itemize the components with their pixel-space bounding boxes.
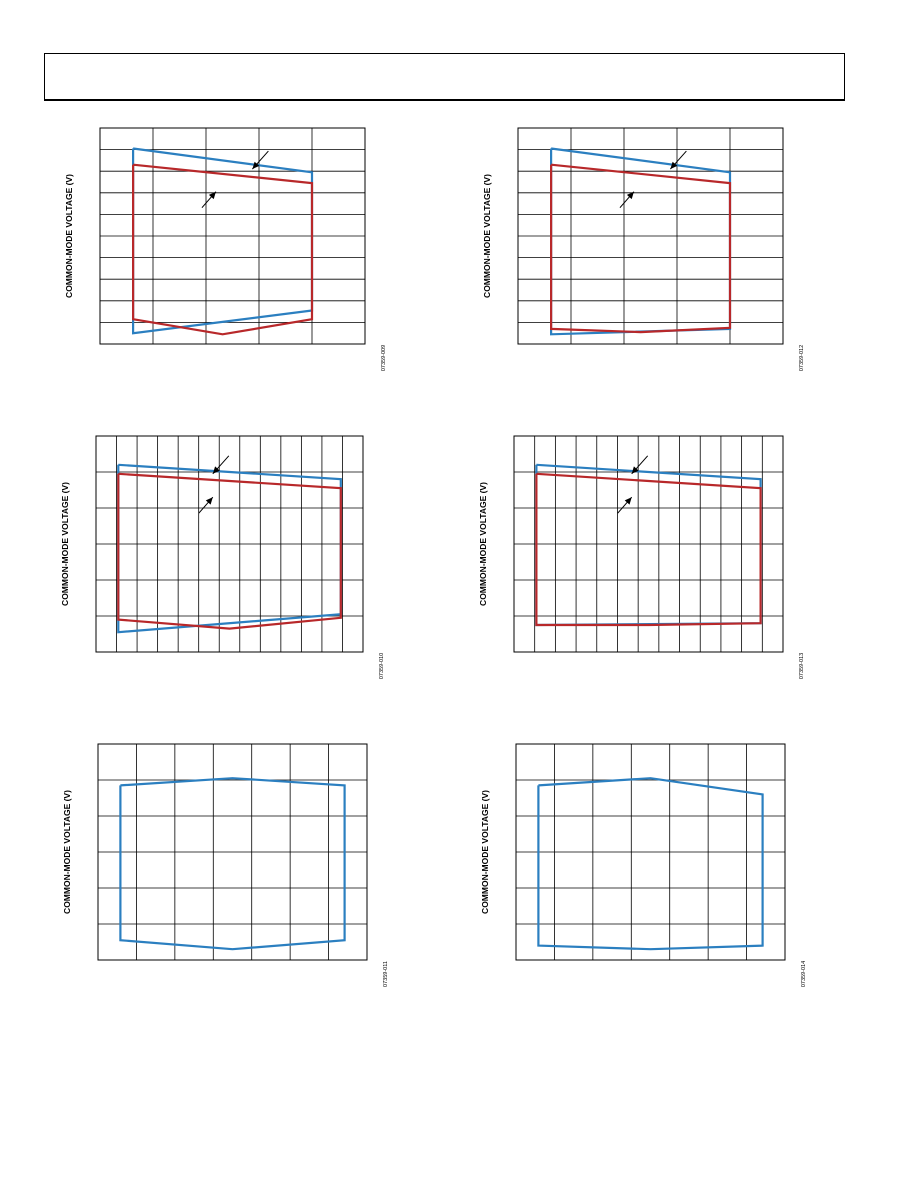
chart-5: COMMON-MODE VOLTAGE (V) 07359-011 — [62, 743, 389, 987]
y-axis-label: COMMON-MODE VOLTAGE (V) — [64, 174, 74, 298]
arrow-head-icon — [205, 497, 213, 505]
figure-code: 07359-012 — [799, 345, 805, 371]
series-line-red — [549, 163, 732, 334]
arrow-head-icon — [631, 466, 639, 474]
series-line-blue — [549, 147, 732, 336]
series-line-blue — [535, 463, 762, 627]
arrow-head-icon — [626, 191, 634, 200]
page-header — [44, 53, 845, 101]
chart-6: COMMON-MODE VOLTAGE (V) 07359-014 — [480, 743, 807, 987]
figure-code: 07359-011 — [383, 961, 389, 987]
figure-code: 07359-013 — [799, 653, 805, 679]
y-axis-label: COMMON-MODE VOLTAGE (V) — [482, 174, 492, 298]
series-line-red — [117, 472, 342, 630]
arrow-head-icon — [670, 161, 678, 169]
series-line-red — [132, 163, 314, 336]
figure-code: 07359-014 — [801, 961, 807, 987]
figure-code: 07359-010 — [379, 653, 385, 679]
arrow-head-icon — [208, 191, 216, 200]
series-line-blue — [119, 777, 346, 951]
y-axis-label: COMMON-MODE VOLTAGE (V) — [480, 790, 490, 914]
arrow-head-icon — [624, 497, 632, 505]
arrow-head-icon — [252, 161, 260, 169]
series-line-blue — [132, 147, 314, 335]
arrow-head-icon — [212, 466, 220, 474]
y-axis-label: COMMON-MODE VOLTAGE (V) — [62, 790, 72, 914]
chart-4: COMMON-MODE VOLTAGE (V) 07359-013 — [478, 435, 805, 679]
series-line-red — [535, 472, 762, 627]
series-line-blue — [537, 777, 764, 951]
y-axis-label: COMMON-MODE VOLTAGE (V) — [478, 482, 488, 606]
figure-code: 07359-009 — [381, 345, 387, 371]
series-line-blue — [117, 463, 342, 634]
y-axis-label: COMMON-MODE VOLTAGE (V) — [60, 482, 70, 606]
chart-1: COMMON-MODE VOLTAGE (V) 07359-009 — [64, 127, 387, 371]
chart-2: COMMON-MODE VOLTAGE (V) 07359-012 — [482, 127, 805, 371]
chart-3: COMMON-MODE VOLTAGE (V) 07359-010 — [60, 435, 385, 679]
